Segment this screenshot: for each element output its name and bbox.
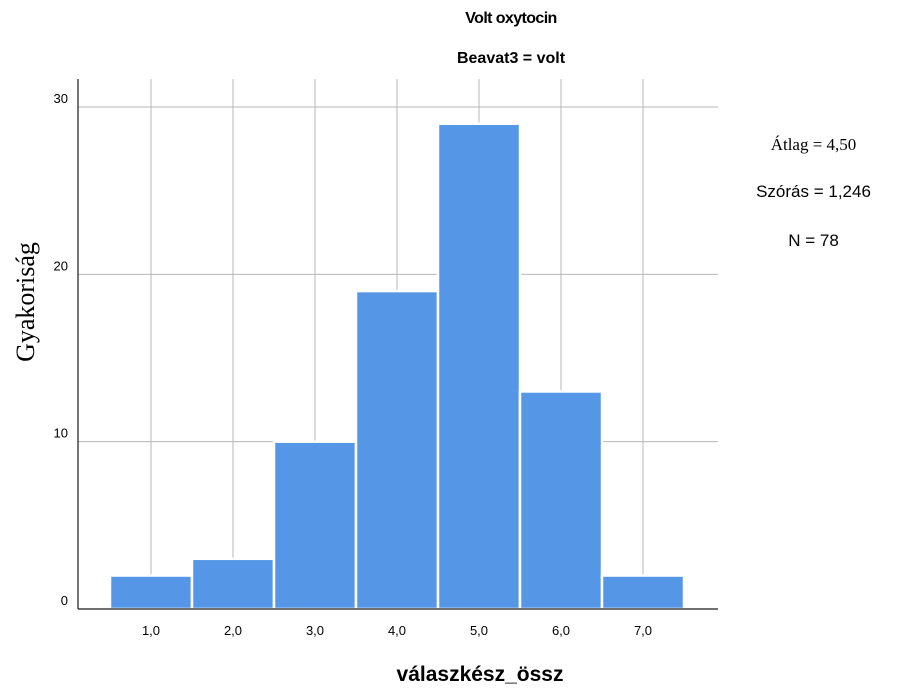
chart-title: Volt oxytocin bbox=[465, 10, 556, 27]
x-tick-label: 3,0 bbox=[306, 623, 324, 638]
std-dev-label: Szórás = 1,246 bbox=[756, 182, 871, 201]
bar bbox=[436, 122, 522, 611]
x-tick-label: 2,0 bbox=[224, 623, 242, 638]
bar bbox=[600, 574, 686, 611]
bar bbox=[518, 390, 604, 611]
y-tick-label: 0 bbox=[61, 593, 68, 608]
x-tick-label: 5,0 bbox=[470, 623, 488, 638]
bar bbox=[272, 440, 358, 611]
bar bbox=[354, 289, 440, 611]
mean-label: Átlag = 4,50 bbox=[770, 135, 857, 154]
n-label: N = 78 bbox=[788, 231, 839, 250]
bar bbox=[190, 557, 276, 611]
chart-subtitle: Beavat3 = volt bbox=[457, 50, 566, 67]
axes bbox=[77, 79, 718, 610]
y-tick-label: 20 bbox=[54, 258, 68, 273]
x-axis-label: válaszkész_össz bbox=[397, 663, 564, 686]
x-tick-label: 6,0 bbox=[552, 623, 570, 638]
x-tick-label: 4,0 bbox=[388, 623, 406, 638]
x-tick-label: 7,0 bbox=[634, 623, 652, 638]
y-tick-label: 30 bbox=[54, 91, 68, 106]
tick-labels: 1,0 2,0 3,0 4,0 5,0 6,0 7,0 0 10 20 30 bbox=[54, 91, 653, 638]
bar bbox=[108, 574, 194, 611]
x-tick-label: 1,0 bbox=[142, 623, 160, 638]
y-tick-label: 10 bbox=[54, 426, 68, 441]
y-axis-label: Gyakoriság bbox=[11, 242, 40, 362]
